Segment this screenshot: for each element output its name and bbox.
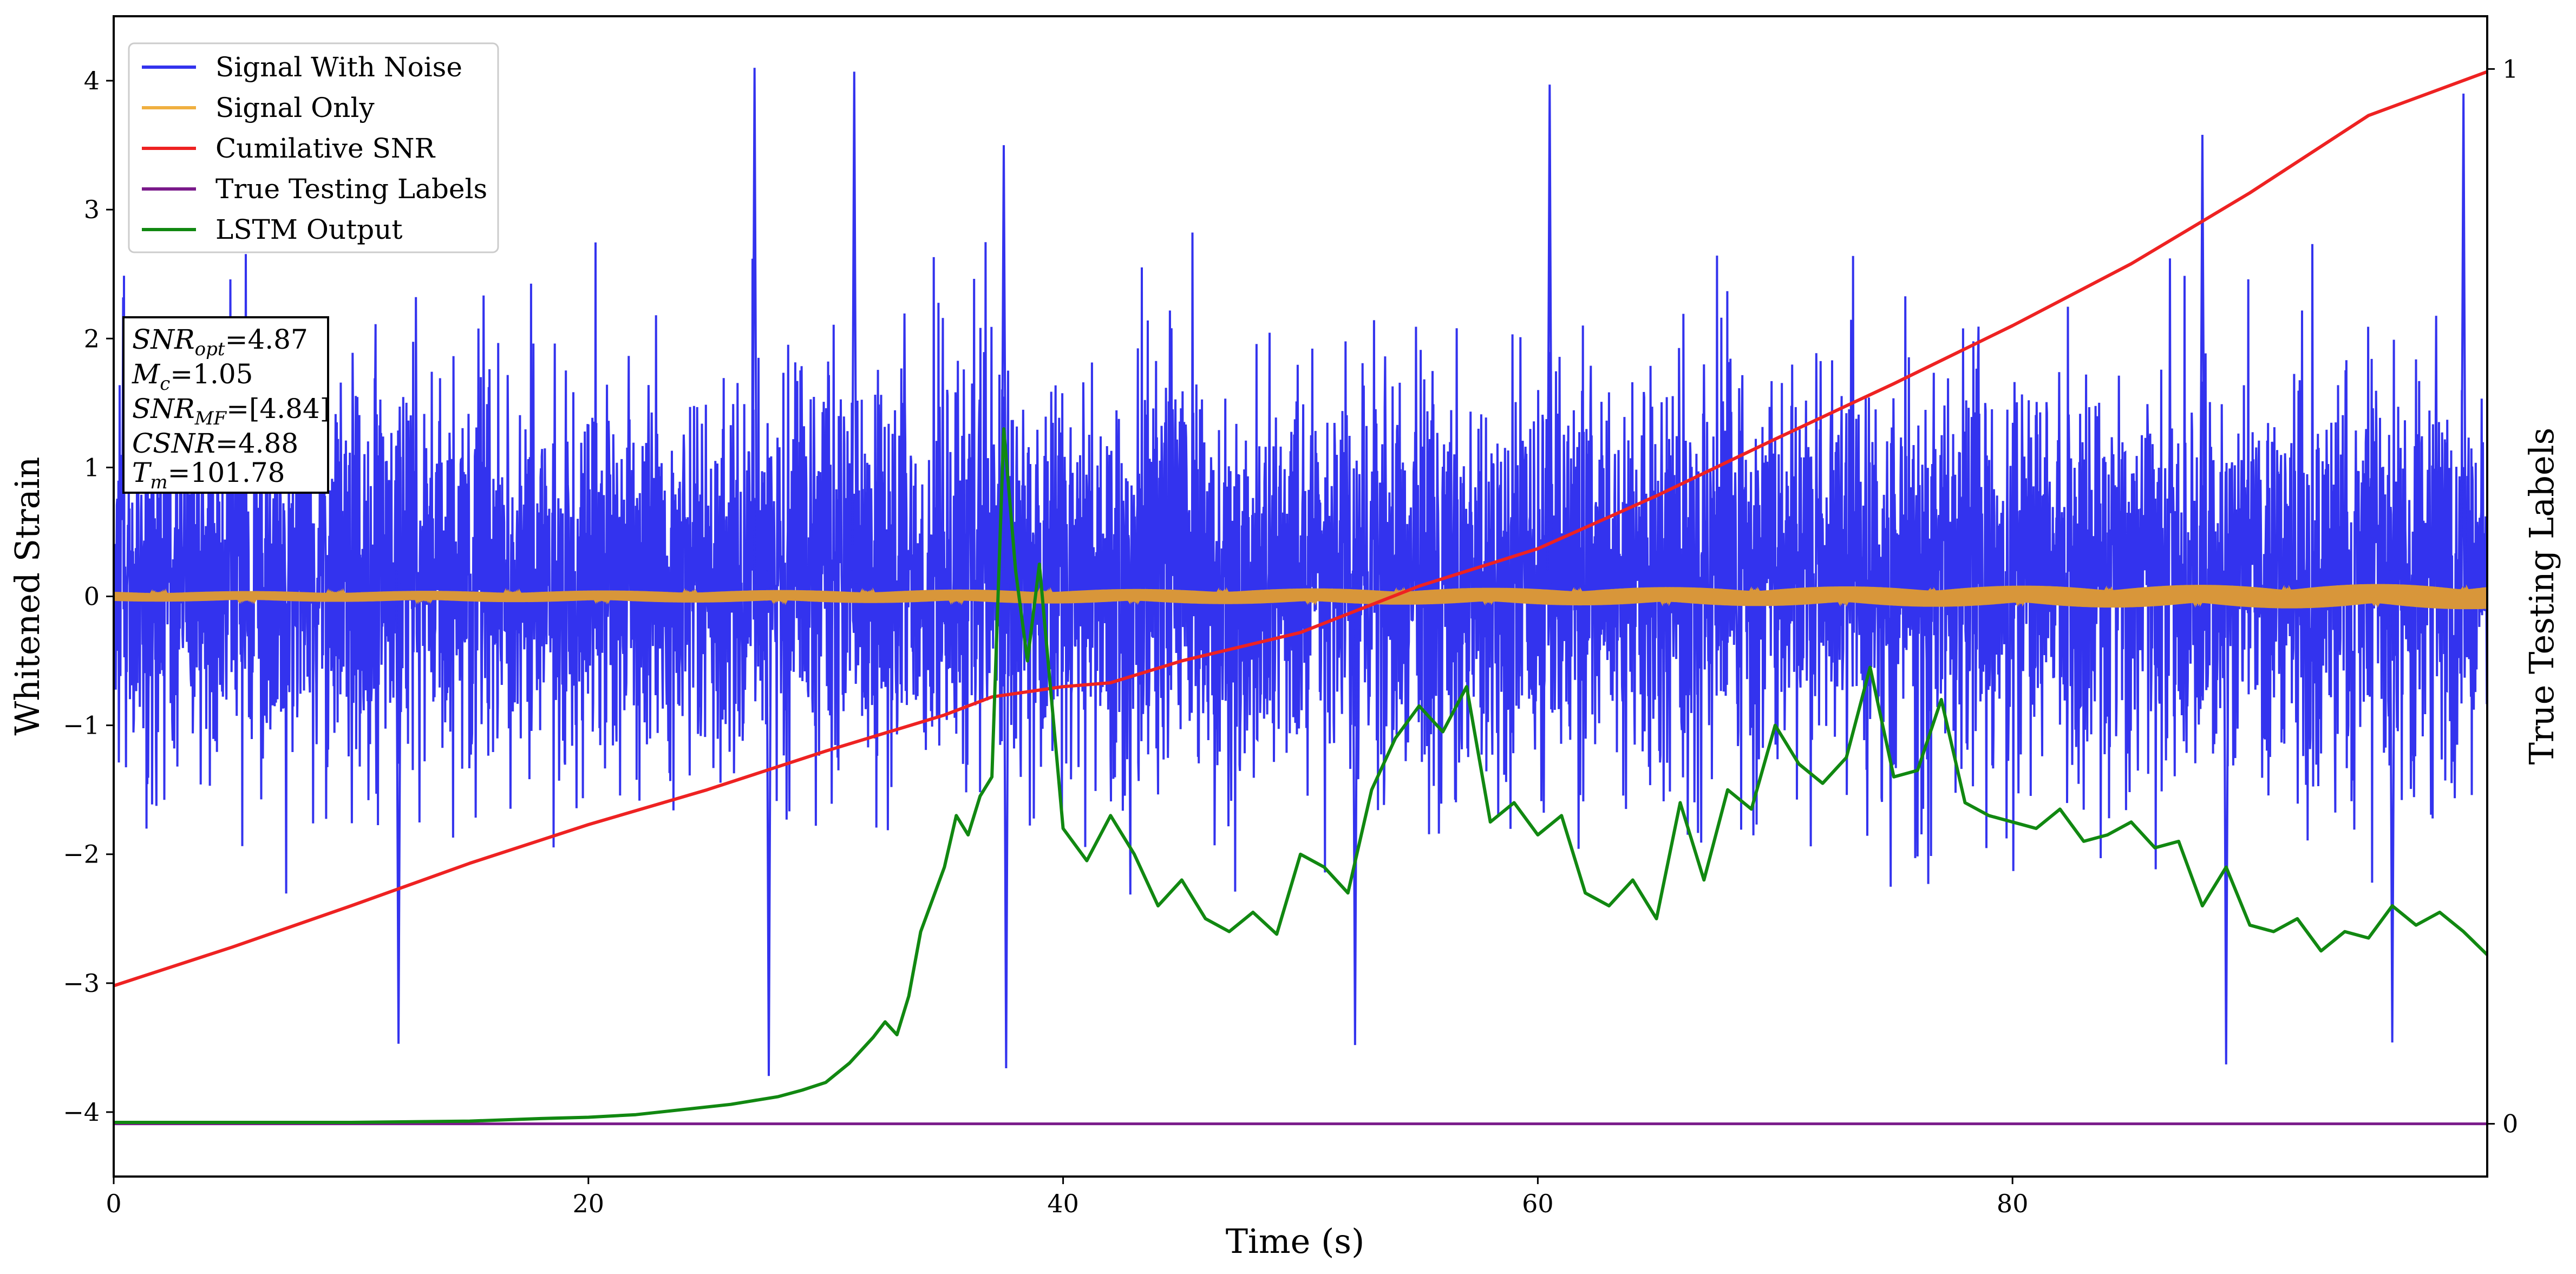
x-tick-label: 20: [573, 1189, 605, 1218]
right-tick-label: 0: [2502, 1109, 2518, 1139]
noise-spike-8: [2199, 135, 2206, 584]
legend-label: Signal Only: [215, 92, 375, 123]
info-snr-opt: SNRopt=4.87: [132, 324, 308, 360]
info-box-frame: [122, 316, 329, 494]
legend-item: Signal Only: [142, 92, 375, 123]
info-mc: Mc=1.05: [132, 358, 253, 395]
noise-spike-6: [1546, 84, 1553, 584]
right-tick-label: 1: [2502, 54, 2518, 83]
series-cumilative-snr: [114, 70, 2487, 988]
noise-spike-3: [851, 71, 858, 584]
x-tick-label: 0: [106, 1189, 121, 1218]
y-tick-label: 2: [84, 324, 100, 353]
x-tick-label: 60: [1522, 1189, 1554, 1218]
legend-frame: [128, 42, 499, 253]
noise-spike-10: [2389, 570, 2396, 1043]
series-lstm-output: [114, 427, 2487, 1124]
snr-line: [114, 70, 2487, 988]
info-box: SNRopt=4.87 Mc=1.05 SNRMF=[4.84] CSNR=4.…: [122, 316, 330, 494]
legend-item: LSTM Output: [142, 214, 402, 245]
x-axis-ticks: 0 20 40 60 80: [106, 1177, 2028, 1218]
lstm-line: [114, 427, 2487, 1124]
x-tick-label: 80: [1997, 1189, 2029, 1218]
legend-label: LSTM Output: [215, 214, 402, 245]
noise-trace: [114, 232, 2487, 895]
y-tick-label: −2: [63, 840, 100, 869]
x-tick-label: 40: [1047, 1189, 1079, 1218]
noise-spike-11: [2460, 93, 2467, 584]
y-tick-label: 0: [84, 582, 100, 611]
signal-trace: [114, 584, 2487, 610]
legend-item: Cumilative SNR: [142, 133, 435, 164]
y-tick-label: −4: [63, 1097, 100, 1127]
legend: Signal With Noise Signal Only Cumilative S…: [128, 42, 499, 253]
noise-spike-9: [2222, 570, 2230, 1064]
series-signal-only: [114, 584, 2487, 610]
legend-label: Cumilative SNR: [215, 133, 435, 164]
info-tm: Tm=101.78: [132, 457, 285, 493]
noise-spike-2: [765, 570, 772, 1076]
y-tick-label: 4: [84, 66, 100, 95]
y-axis-ticks: −4 −3 −2 −1 0 1 2 3 4: [63, 66, 114, 1127]
y-tick-label: 1: [84, 453, 100, 482]
noise-spike-1: [751, 68, 758, 584]
right-axis-label: True Testing Labels: [2522, 428, 2561, 765]
y-tick-label: −3: [63, 969, 100, 998]
legend-label: Signal With Noise: [215, 51, 462, 83]
right-axis-ticks: 01: [2487, 54, 2518, 1139]
x-axis-label: Time (s): [1226, 1221, 1365, 1261]
info-snr-mf: SNRMF=[4.84]: [132, 393, 330, 429]
series-signal-with-noise: [114, 68, 2487, 1076]
legend-item: True Testing Labels: [142, 173, 487, 205]
y-axis-label: Whitened Strain: [8, 457, 47, 736]
info-csnr: CSNR=4.88: [132, 428, 298, 459]
y-tick-label: −1: [63, 711, 100, 740]
y-tick-label: 3: [84, 195, 100, 224]
legend-label: True Testing Labels: [215, 173, 487, 205]
legend-item: Signal With Noise: [142, 51, 462, 83]
